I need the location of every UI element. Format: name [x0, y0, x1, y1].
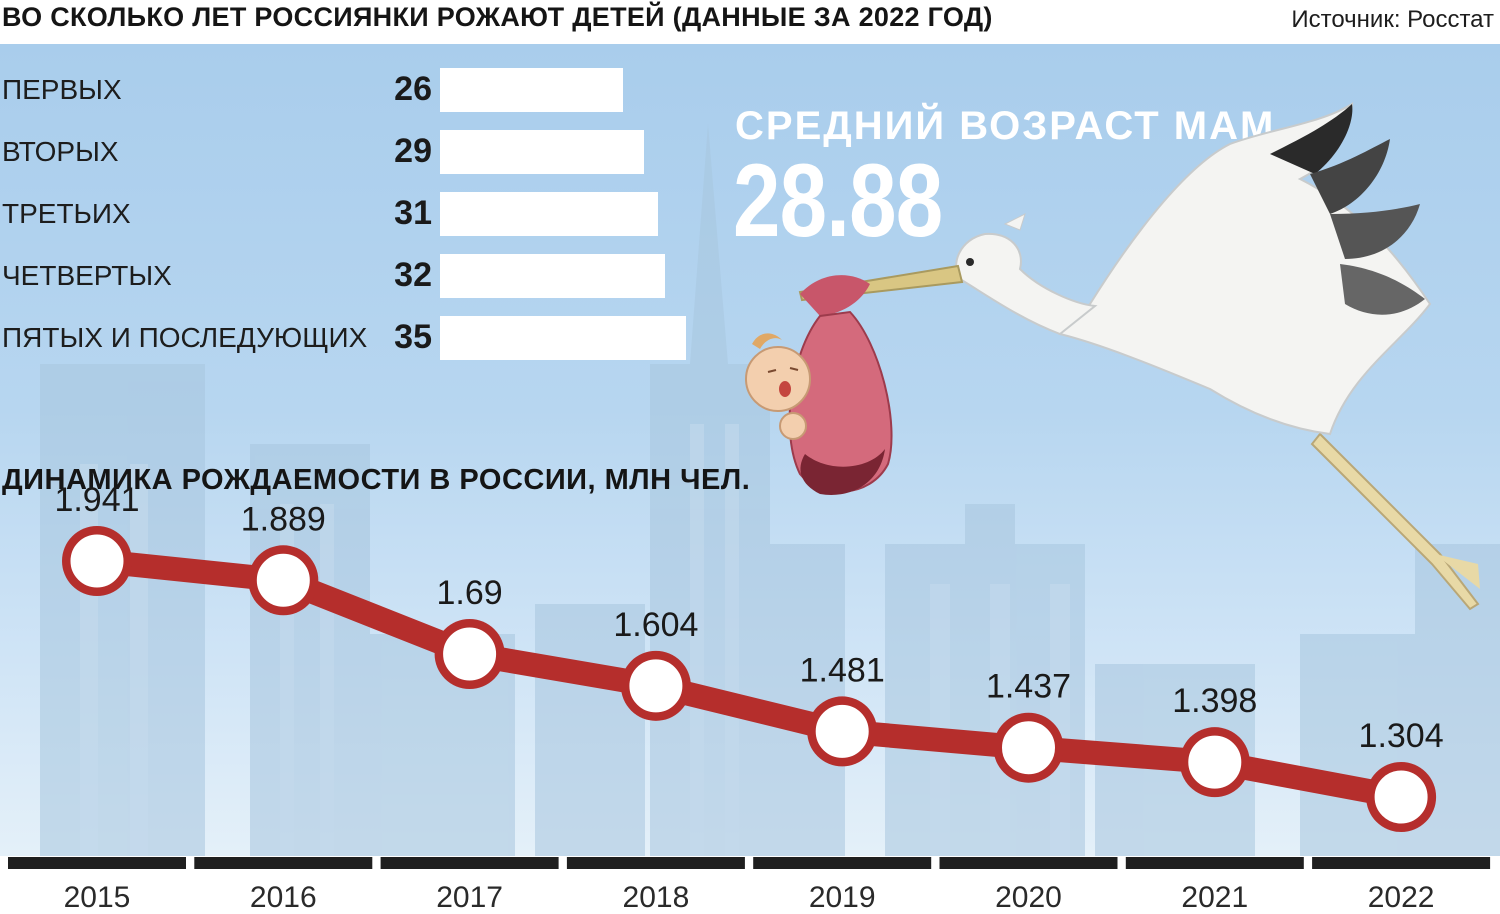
x-axis-segment: [939, 857, 1118, 869]
bar-value-first: 26: [394, 70, 432, 108]
source-note: Источник: Росстат: [1291, 6, 1494, 33]
x-tick-label: 2022: [1368, 881, 1435, 914]
x-axis-segment: [380, 857, 559, 869]
stork-with-baby-illustration: [745, 102, 1480, 611]
data-label: 1.69: [437, 574, 503, 612]
data-label: 1.437: [986, 668, 1071, 706]
bar-fourth: [440, 254, 665, 298]
header: ВО СКОЛЬКО ЛЕТ РОССИЯНКИ РОЖАЮТ ДЕТЕЙ (Д…: [0, 0, 1500, 44]
x-tick-label: 2015: [64, 881, 131, 914]
average-age-label: СРЕДНИЙ ВОЗРАСТ МАМ: [735, 104, 1276, 148]
x-tick-label: 2016: [250, 881, 317, 914]
data-point: [1374, 770, 1428, 824]
data-point: [1188, 735, 1242, 789]
data-point: [1002, 721, 1055, 775]
data-label: 1.941: [54, 481, 139, 519]
bar-label-first: ПЕРВЫХ: [2, 74, 122, 105]
x-tick-label: 2019: [809, 881, 876, 914]
bar-value-third: 31: [394, 194, 432, 232]
baby-bundle-icon: [745, 275, 893, 495]
data-label: 1.398: [1172, 682, 1257, 720]
data-point: [256, 553, 310, 607]
page-title: ВО СКОЛЬКО ЛЕТ РОССИЯНКИ РОЖАЮТ ДЕТЕЙ (Д…: [2, 2, 993, 32]
x-axis-segment: [566, 857, 745, 869]
data-point: [815, 704, 869, 758]
stork-icon: [798, 102, 1480, 611]
x-axis-segment: [1125, 857, 1304, 869]
bar-label-fourth: ЧЕТВЕРТЫХ: [2, 260, 172, 291]
data-label: 1.481: [800, 651, 885, 689]
x-axis-segment: [194, 857, 373, 869]
bar-label-second: ВТОРЫХ: [2, 136, 119, 167]
bar-value-fourth: 32: [394, 256, 432, 294]
bar-third: [440, 192, 658, 236]
x-tick-label: 2020: [995, 881, 1062, 914]
data-point: [629, 659, 683, 713]
data-point: [443, 627, 497, 681]
average-age-value: 28.88: [733, 143, 943, 259]
x-axis-segment: [753, 857, 932, 869]
bar-fifth-plus: [440, 316, 686, 360]
data-point: [70, 534, 124, 588]
x-tick-label: 2018: [623, 881, 690, 914]
data-label: 1.604: [613, 606, 698, 644]
bar-first: [440, 68, 623, 112]
x-axis-segment: [1312, 857, 1491, 869]
line-chart-title: ДИНАМИКА РОЖДАЕМОСТИ В РОССИИ, МЛН ЧЕЛ.: [2, 464, 751, 496]
bar-value-fifth-plus: 35: [394, 318, 432, 356]
bar-value-second: 29: [394, 132, 432, 170]
bar-label-fifth-plus: ПЯТЫХ И ПОСЛЕДУЮЩИХ: [2, 322, 368, 353]
x-axis-segment: [8, 857, 186, 869]
data-label: 1.304: [1359, 717, 1444, 755]
x-tick-label: 2021: [1181, 881, 1248, 914]
x-tick-label: 2017: [436, 881, 503, 914]
bar-label-third: ТРЕТЬИХ: [2, 198, 131, 229]
data-label: 1.889: [241, 500, 326, 538]
bar-second: [440, 130, 644, 174]
